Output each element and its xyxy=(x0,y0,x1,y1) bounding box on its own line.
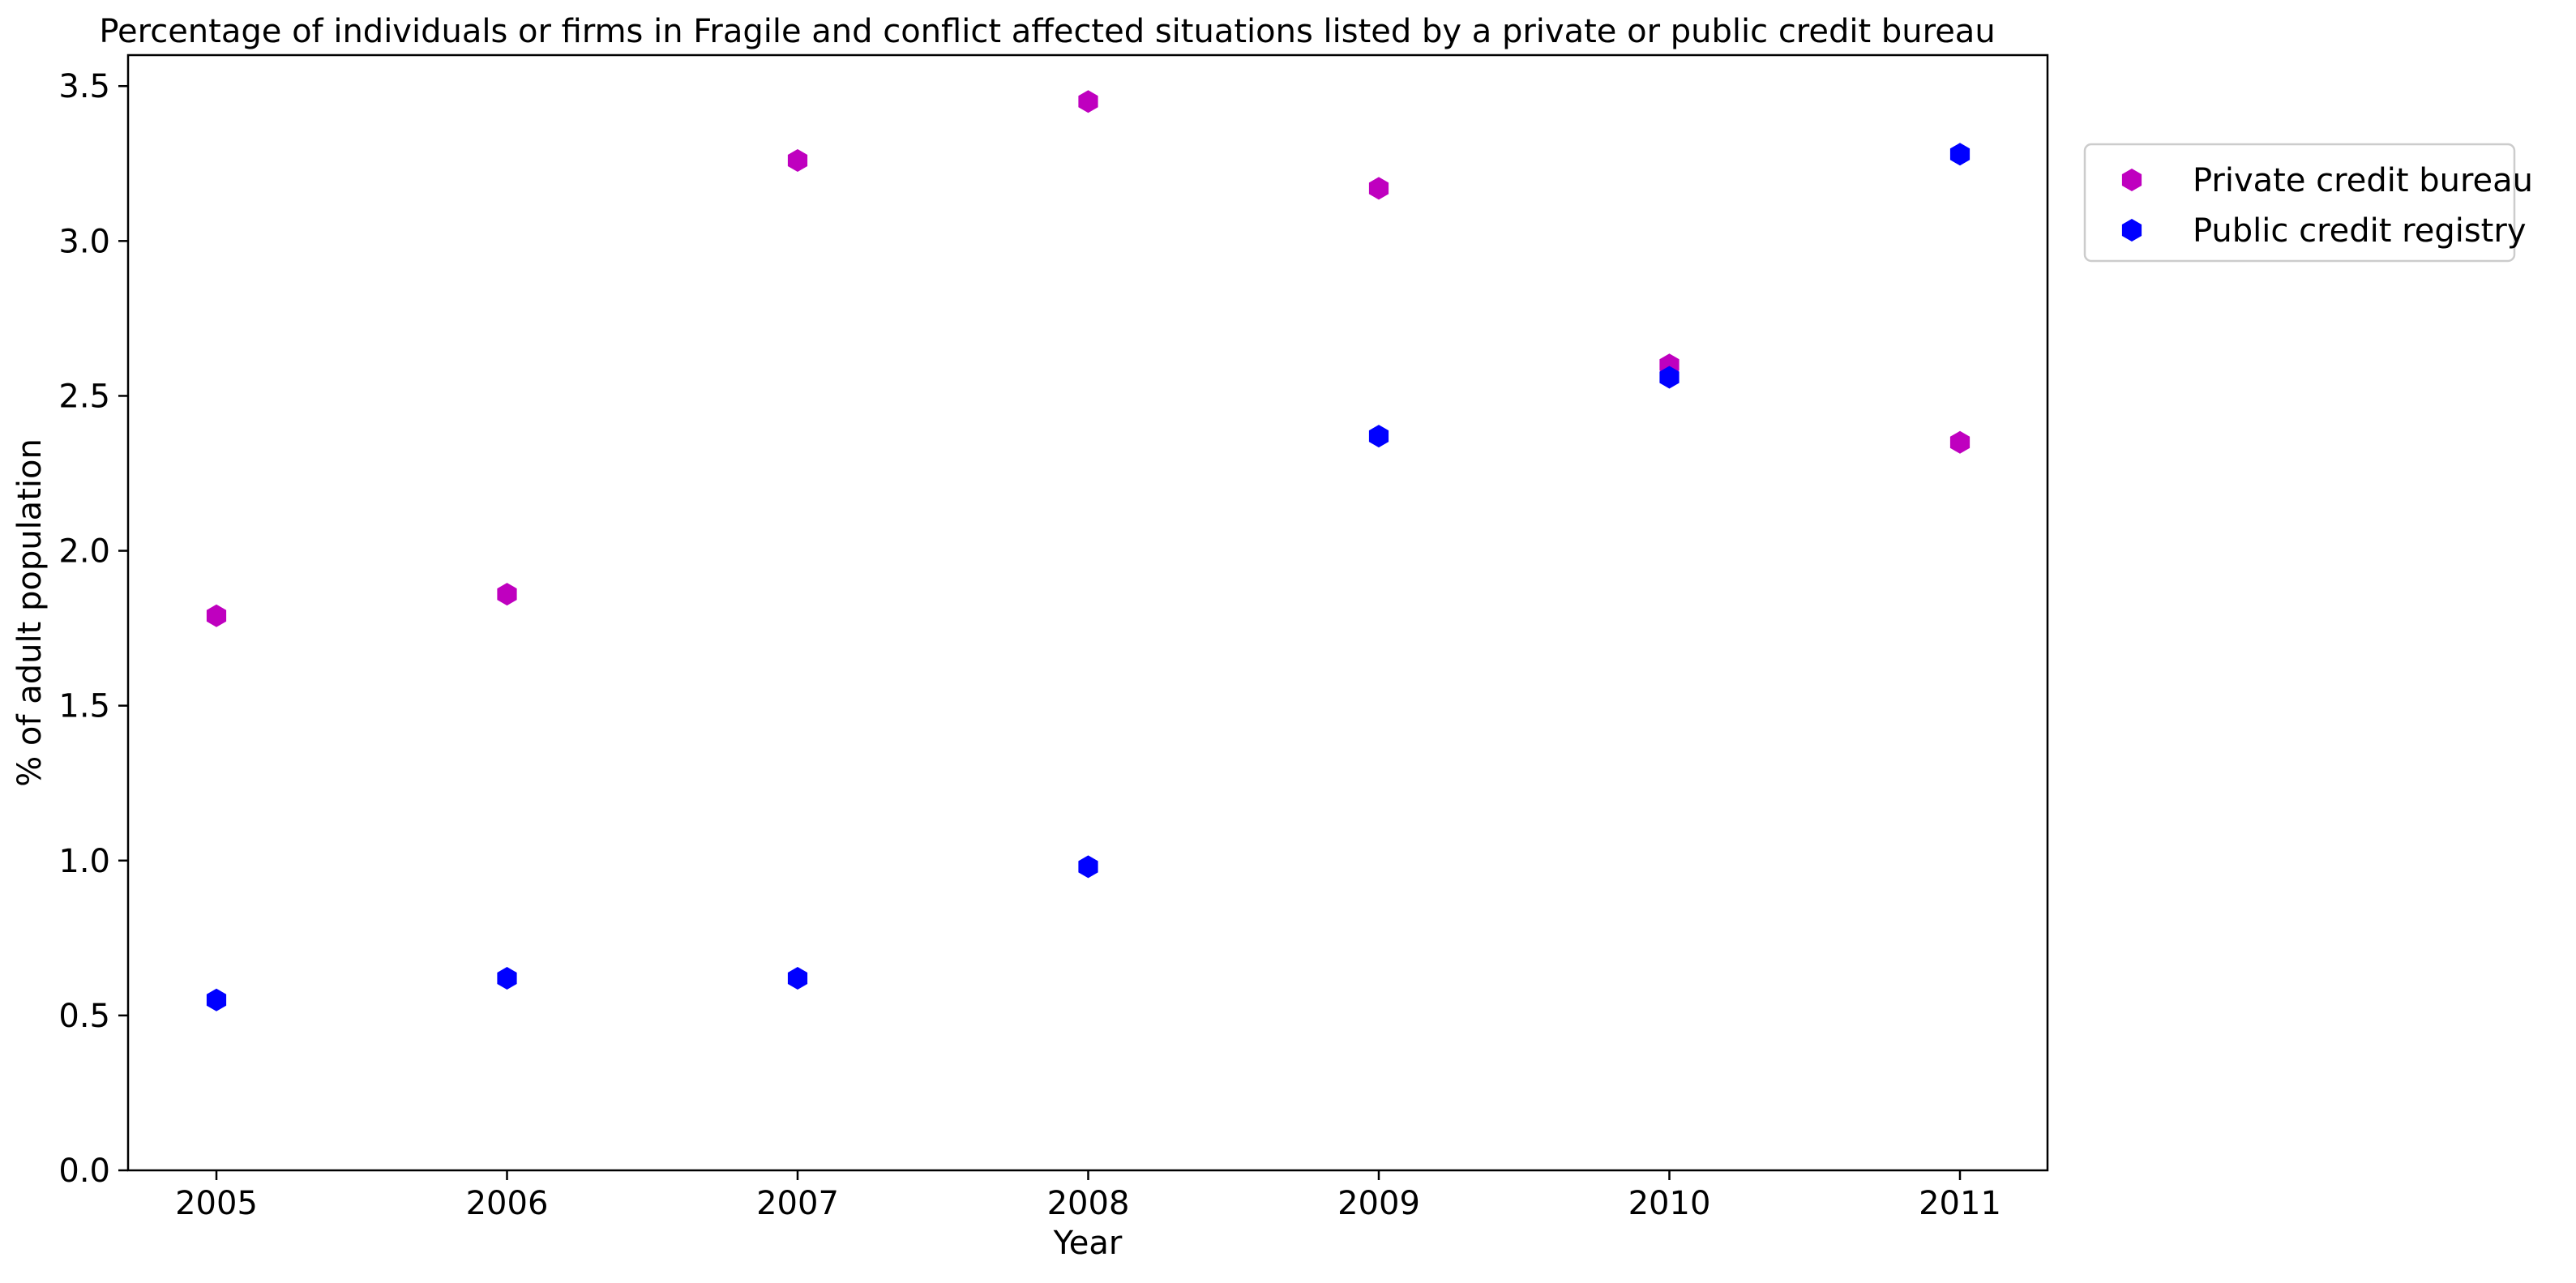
x-tick-label: 2007 xyxy=(756,1185,839,1222)
x-axis-label: Year xyxy=(1053,1225,1123,1262)
y-axis-label: % of adult population xyxy=(11,438,49,787)
point-private-credit-bureau xyxy=(497,583,517,606)
point-private-credit-bureau xyxy=(206,604,227,627)
point-public-credit-registry xyxy=(1368,425,1389,448)
y-tick-label: 1.5 xyxy=(58,688,110,725)
legend-label-private-credit-bureau: Private credit bureau xyxy=(2193,162,2533,199)
point-private-credit-bureau xyxy=(1949,430,1971,454)
legend-frame xyxy=(2083,143,2516,263)
y-tick-label: 0.5 xyxy=(58,998,110,1035)
legend: Private credit bureau Public credit regis… xyxy=(2083,143,2533,263)
point-private-credit-bureau xyxy=(1368,177,1389,200)
point-public-credit-registry xyxy=(1949,143,1971,166)
y-tick-label: 0.0 xyxy=(58,1153,110,1190)
y-tick-label: 2.0 xyxy=(58,533,110,571)
y-axis: 0.0 0.5 1.0 1.5 2.0 2.5 3.0 3.5 xyxy=(58,68,128,1190)
point-public-credit-registry xyxy=(1078,855,1098,879)
x-tick-label: 2011 xyxy=(1919,1185,2001,1222)
point-private-credit-bureau xyxy=(787,149,808,172)
point-public-credit-registry xyxy=(206,988,227,1011)
x-tick-label: 2009 xyxy=(1337,1185,1420,1222)
legend-marker-public-credit-registry xyxy=(2121,219,2142,242)
y-tick-label: 3.5 xyxy=(58,68,110,105)
x-tick-label: 2008 xyxy=(1047,1185,1130,1222)
x-tick-label: 2005 xyxy=(175,1185,258,1222)
chart-title: Percentage of individuals or firms in Fr… xyxy=(99,13,1995,50)
legend-marker-private-credit-bureau xyxy=(2121,169,2142,191)
point-public-credit-registry xyxy=(787,967,808,990)
plot-area xyxy=(126,53,2049,1172)
point-public-credit-registry xyxy=(1659,366,1680,389)
y-tick-label: 2.5 xyxy=(58,378,110,415)
x-axis: 2005 2006 2007 2008 2009 2010 2011 xyxy=(175,1170,2001,1222)
legend-label-public-credit-registry: Public credit registry xyxy=(2193,212,2526,250)
y-tick-label: 3.0 xyxy=(58,223,110,260)
y-tick-label: 1.0 xyxy=(58,843,110,880)
x-tick-label: 2010 xyxy=(1628,1185,1711,1222)
data-points xyxy=(206,90,1971,1011)
point-public-credit-registry xyxy=(497,967,517,990)
x-tick-label: 2006 xyxy=(466,1185,549,1222)
point-private-credit-bureau xyxy=(1078,90,1098,113)
